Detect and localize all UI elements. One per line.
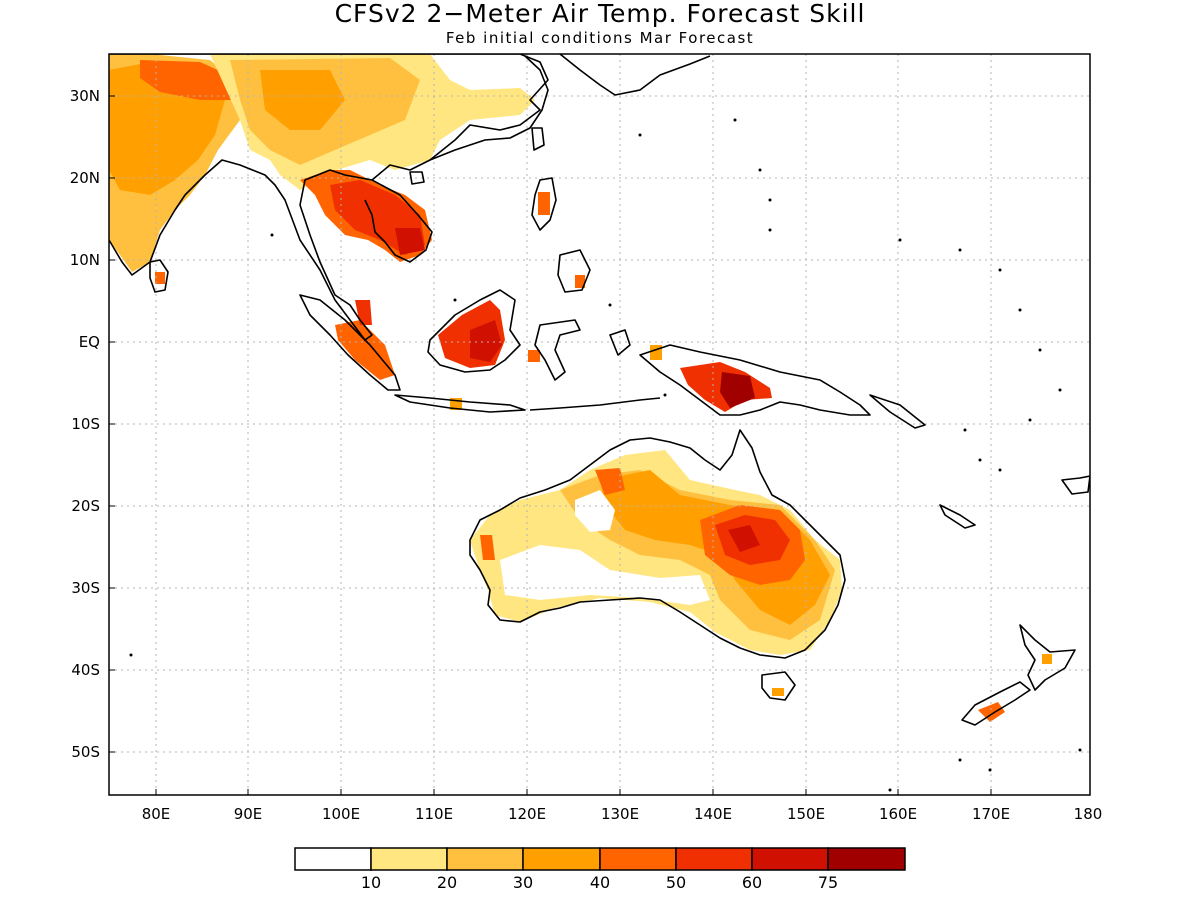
skill-region-tibet-high	[260, 70, 345, 130]
colorbar-label-60: 60	[742, 873, 762, 892]
coast-asia-mainland	[109, 54, 549, 341]
map-frame	[108, 53, 1091, 796]
colorbar-swatch-1	[370, 847, 448, 871]
map-subtitle: Feb initial conditions Mar Forecast	[445, 29, 755, 47]
lat-label-50s: 50S	[71, 743, 100, 761]
lat-lon-grid	[109, 54, 1090, 795]
skill-region-australia-north	[595, 468, 625, 495]
skill-region-sumatra	[335, 320, 395, 380]
coast-philippines-luzon	[531, 177, 557, 231]
coast-nz-south	[961, 681, 1031, 726]
lon-label-130e: 130E	[601, 805, 639, 823]
skill-region-new-guinea-west	[650, 345, 662, 360]
lat-label-20s: 20S	[71, 497, 100, 515]
coast-sri-lanka	[149, 259, 169, 293]
lon-label-90e: 90E	[234, 805, 263, 823]
colorbar-label-50: 50	[666, 873, 686, 892]
colorbar-swatch-7	[827, 847, 906, 871]
lon-label-100e: 100E	[322, 805, 360, 823]
colorbar-label-40: 40	[590, 873, 610, 892]
map-content	[109, 54, 1090, 795]
colorbar-swatch-5	[675, 847, 753, 871]
coast-new-guinea	[639, 344, 871, 416]
coast-australia	[469, 429, 846, 659]
skill-region-sri-lanka	[155, 272, 165, 284]
lon-label-120e: 120E	[508, 805, 546, 823]
coast-nz-north	[1019, 624, 1076, 691]
longitude-labels: 80E 90E 100E 110E 120E 130E 140E 150E 16…	[142, 805, 1103, 823]
skill-region-philippines	[538, 192, 585, 288]
colorbar-legend: 10 20 30 40 50 60 75	[294, 847, 906, 892]
coastlines	[109, 54, 1090, 726]
colorbar-swatch-2	[446, 847, 524, 871]
skill-region-australia-interior-blank	[500, 545, 710, 605]
lat-label-eq: EQ	[79, 333, 100, 351]
coast-lesser-sunda	[529, 397, 661, 411]
coast-java	[394, 394, 526, 413]
colorbar-label-30: 30	[513, 873, 533, 892]
lat-label-30n: 30N	[70, 87, 100, 105]
coast-china-east	[429, 55, 549, 161]
skill-region-australia-sw	[480, 535, 495, 560]
colorbar-swatch-0	[294, 847, 372, 871]
colorbar-label-75: 75	[818, 873, 838, 892]
coast-philippines-mindanao	[557, 249, 591, 293]
lon-label-80e: 80E	[142, 805, 171, 823]
skill-region-himalaya	[140, 60, 240, 100]
coast-sumatra	[299, 294, 401, 391]
colorbar-label-20: 20	[437, 873, 457, 892]
skill-region-new-zealand	[978, 702, 1005, 722]
coast-new-caledonia	[939, 504, 976, 529]
latitude-labels: 30N 20N 10N EQ 10S 20S 30S 40S 50S	[70, 87, 100, 761]
skill-region-australia-max2	[728, 525, 760, 552]
skill-region-new-zealand-north	[1042, 654, 1052, 664]
coast-indochina-east	[364, 179, 433, 263]
skill-region-indochina-max	[395, 228, 425, 255]
lat-label-20n: 20N	[70, 169, 100, 187]
skill-region-borneo-core	[470, 320, 502, 362]
colorbar-swatch-6	[751, 847, 829, 871]
coast-tasmania	[761, 671, 796, 701]
coast-borneo	[427, 289, 521, 373]
lon-label-180: 180	[1074, 805, 1103, 823]
coast-sulawesi	[534, 319, 581, 381]
coast-halmahera	[609, 329, 631, 356]
axis-ticks	[109, 95, 1091, 795]
lon-label-160e: 160E	[879, 805, 917, 823]
lat-label-30s: 30S	[71, 579, 100, 597]
coast-taiwan	[531, 127, 545, 151]
lon-label-110e: 110E	[415, 805, 453, 823]
coast-solomon	[869, 394, 926, 429]
lon-label-140e: 140E	[694, 805, 732, 823]
colorbar-swatch-4	[599, 847, 677, 871]
skill-region-new-guinea-core	[720, 372, 755, 408]
colorbar-label-10: 10	[361, 873, 381, 892]
lon-label-170e: 170E	[972, 805, 1010, 823]
coast-korea-japan	[559, 54, 711, 96]
skill-shading	[109, 54, 1052, 722]
skill-region-australia-west-blank	[575, 490, 615, 532]
skill-region-tasmania	[772, 688, 784, 696]
skill-region-sulawesi	[528, 350, 540, 362]
small-islands	[129, 118, 1082, 792]
lon-label-150e: 150E	[787, 805, 825, 823]
lat-label-40s: 40S	[71, 661, 100, 679]
lat-label-10n: 10N	[70, 251, 100, 269]
map-title: CFSv2 2−Meter Air Temp. Forecast Skill	[334, 0, 866, 28]
coast-hainan	[409, 171, 425, 185]
lat-label-10s: 10S	[71, 415, 100, 433]
colorbar-swatch-3	[522, 847, 601, 871]
coast-fiji	[1061, 475, 1090, 495]
